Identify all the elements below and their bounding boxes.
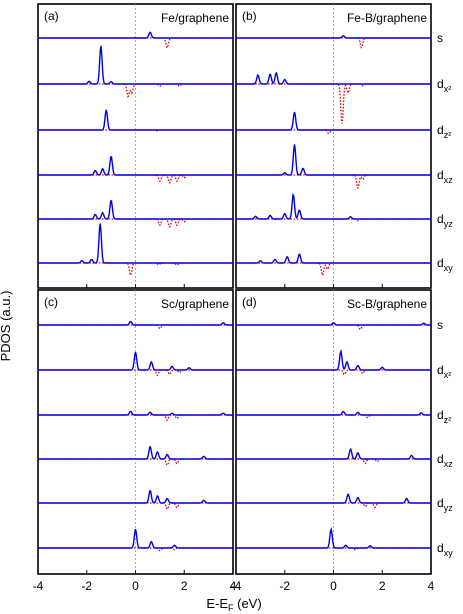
x-tick-label: -4 (231, 579, 242, 593)
spin-up-series-dz2 (38, 410, 233, 416)
spin-down-series-s (236, 37, 431, 49)
panel-3: (c) Sc/graphene (37, 289, 234, 575)
x-tick-label: 4 (428, 579, 435, 593)
orbital-label-s: s (437, 31, 443, 45)
spin-up-series-dxy (38, 528, 233, 549)
orbital-label-s: s (437, 318, 443, 332)
orbital-label-dz²: dz² (437, 123, 451, 140)
x-tick-label: -2 (279, 579, 290, 593)
orbital-label-dxy: dxy (437, 541, 453, 558)
panel-label: (c) (44, 295, 58, 309)
x-tick-label: -2 (81, 579, 92, 593)
panel-1: (a) Fe/graphene (37, 3, 234, 289)
orbital-label-dxz: dxz (437, 168, 453, 185)
spin-up-series-dx2 (38, 45, 233, 85)
orbital-labels-group: s dx² dz² dxz dyz dxy s dx² dz² dxz dyz dxy (437, 31, 453, 558)
spin-up-series-dxy (236, 253, 431, 264)
spin-down-series-s (38, 37, 233, 50)
orbital-label-dxz: dxz (437, 452, 453, 469)
spin-up-series-dx2 (38, 351, 233, 371)
y-axis-label: PDOS (a.u.) (0, 291, 13, 362)
panel-title: Sc-B/graphene (347, 297, 427, 311)
spin-up-series-dz2 (236, 410, 431, 416)
x-tick-label: 0 (330, 579, 337, 593)
panel-label: (b) (242, 9, 257, 23)
orbital-label-dx²: dx² (437, 363, 451, 380)
x-tick-labels-group: -4 -2 0 2 4-4 -2 0 2 4 (33, 579, 435, 593)
spin-up-series-dx2 (236, 348, 431, 371)
spin-up-series-dyz (236, 192, 431, 220)
panel-title: Sc/graphene (161, 297, 229, 311)
spin-up-series-dyz (38, 200, 233, 220)
x-tick-label: 0 (132, 579, 139, 593)
spin-up-series-dz2 (236, 111, 431, 131)
orbital-label-dz²: dz² (437, 408, 451, 425)
spin-up-series-dx2 (236, 71, 431, 85)
orbital-label-dxy: dxy (437, 256, 453, 273)
spin-up-series-dxz (38, 446, 233, 460)
spin-up-series-dxy (38, 223, 233, 264)
spin-up-series-s (236, 321, 431, 326)
panel-label: (a) (44, 9, 59, 23)
spin-up-series-dxy (236, 526, 431, 549)
panels-group: (a) Fe/graphene (b) Fe-B/graphene (c) Sc/grap… (37, 3, 432, 575)
panel-title: Fe-B/graphene (347, 11, 427, 25)
x-tick-label: 4 (230, 579, 237, 593)
spin-up-series-dz2 (38, 109, 233, 131)
spin-up-series-dxz (236, 144, 431, 176)
panel-2: (b) Fe-B/graphene (235, 3, 432, 289)
spin-up-series-s (38, 320, 233, 326)
orbital-label-dyz: dyz (437, 212, 453, 229)
x-axis-label: E-EF (eV) (206, 596, 261, 613)
panel-4: (d) Sc-B/graphene (235, 289, 432, 575)
spin-up-series-dxz (38, 156, 233, 176)
spin-up-series-dxz (236, 447, 431, 460)
x-tick-label: 2 (181, 579, 188, 593)
panel-label: (d) (242, 295, 257, 309)
x-tick-label: -4 (33, 579, 44, 593)
orbital-label-dx²: dx² (437, 77, 451, 94)
spin-up-series-s (38, 31, 233, 39)
panel-title: Fe/graphene (161, 11, 229, 25)
spin-up-series-dyz (236, 493, 431, 504)
orbital-label-dyz: dyz (437, 496, 453, 513)
spin-up-series-dyz (38, 490, 233, 504)
x-tick-label: 2 (379, 579, 386, 593)
spin-up-series-s (236, 34, 431, 39)
